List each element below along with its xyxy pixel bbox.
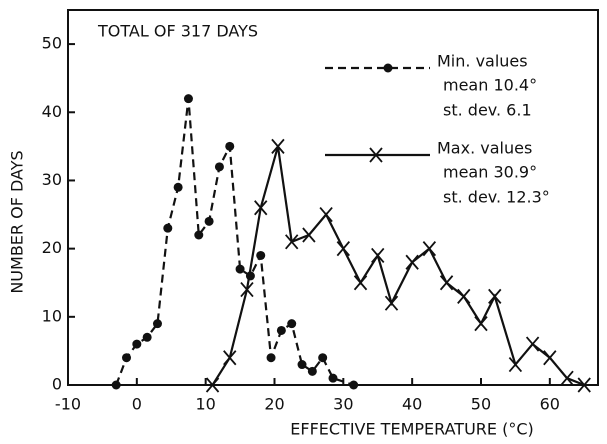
x-tick-label: 0 <box>132 395 142 414</box>
y-axis-label: NUMBER OF DAYS <box>8 150 27 293</box>
y-tick-label: 20 <box>42 238 62 257</box>
point <box>307 366 317 376</box>
series-line <box>115 98 354 387</box>
point <box>405 254 419 270</box>
y-tick-label: 30 <box>42 170 62 189</box>
point <box>205 377 220 393</box>
point <box>560 370 574 386</box>
point <box>525 336 540 352</box>
x-axis-label: EFFECTIVE TEMPERATURE (°C) <box>290 420 534 439</box>
point <box>349 380 359 390</box>
point <box>318 353 328 363</box>
y-tick-label: 10 <box>42 306 62 325</box>
point <box>276 325 286 335</box>
legend-note: st. dev. 12.3° <box>443 188 550 207</box>
plot-frame <box>67 9 599 386</box>
point <box>122 353 132 363</box>
point <box>543 350 557 366</box>
point <box>353 275 368 291</box>
point <box>204 216 214 226</box>
point <box>287 319 297 329</box>
point <box>422 241 437 257</box>
y-tick-label: 0 <box>52 375 62 394</box>
x-tick-label: 20 <box>264 395 284 414</box>
point <box>297 360 307 370</box>
point <box>271 138 285 154</box>
point <box>302 227 316 243</box>
legend-marker <box>383 63 393 73</box>
point <box>183 94 193 104</box>
x-tick-label: -10 <box>55 395 81 414</box>
point <box>508 356 523 373</box>
x-tick-label: 10 <box>195 395 215 414</box>
point <box>142 332 152 342</box>
point <box>163 223 173 233</box>
point <box>371 247 385 264</box>
point <box>223 350 237 366</box>
point <box>336 241 351 257</box>
x-tick-label: 30 <box>333 395 353 414</box>
point <box>214 162 224 172</box>
point <box>235 264 245 274</box>
y-tick-label: 40 <box>42 102 62 121</box>
point <box>328 373 338 383</box>
point <box>173 182 183 192</box>
point <box>457 288 471 304</box>
annotation: TOTAL OF 317 DAYS <box>97 22 258 41</box>
point <box>488 288 502 304</box>
point <box>254 200 268 216</box>
x-tick-label: 50 <box>471 395 491 414</box>
point <box>439 275 454 291</box>
point <box>111 380 121 390</box>
point <box>152 319 162 329</box>
legend-note: st. dev. 6.1 <box>443 101 532 120</box>
point <box>225 141 235 151</box>
point <box>384 295 399 311</box>
legend-label: Min. values <box>437 52 528 71</box>
legend-note: mean 30.9° <box>443 163 537 182</box>
point <box>194 230 204 240</box>
legend-marker <box>369 147 383 163</box>
point <box>474 316 488 332</box>
x-tick-label: 40 <box>402 395 422 414</box>
point <box>319 206 333 223</box>
point <box>240 281 254 298</box>
point <box>132 339 142 349</box>
y-tick-label: 50 <box>42 34 62 53</box>
point <box>256 250 266 260</box>
x-tick-label: 60 <box>540 395 560 414</box>
legend-note: mean 10.4° <box>443 76 537 95</box>
point <box>577 377 591 393</box>
point <box>285 234 299 250</box>
legend-label: Max. values <box>437 139 532 158</box>
point <box>266 353 276 363</box>
